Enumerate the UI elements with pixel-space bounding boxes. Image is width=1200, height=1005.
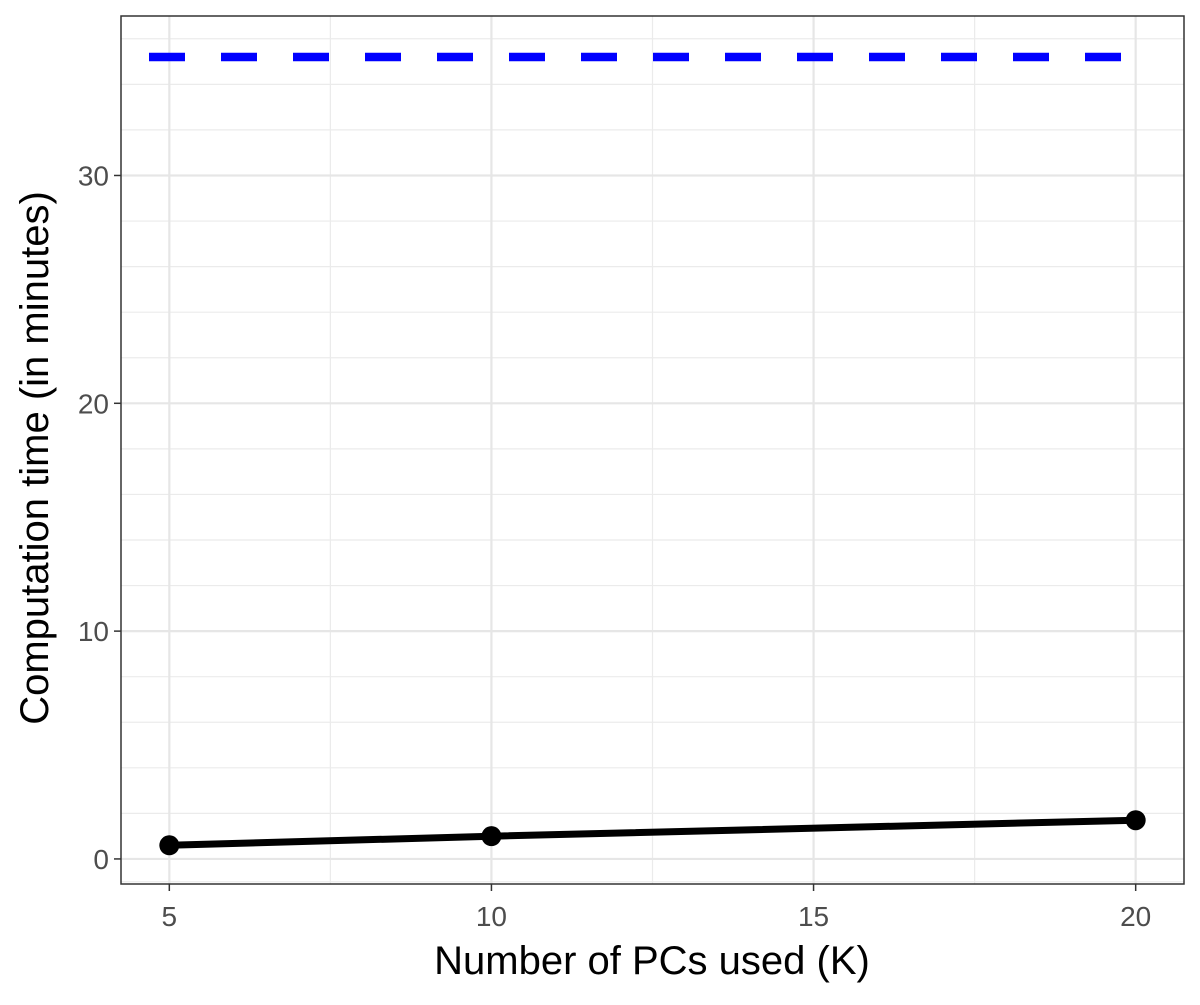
y-tick-label: 30 [78,160,109,191]
y-tick-label: 0 [93,844,109,875]
data-point [481,826,502,847]
x-axis-tick-labels: 5 10 15 20 [162,901,1152,932]
x-tick-label: 10 [476,901,507,932]
major-grid [121,16,1184,884]
plot-border [120,15,1185,885]
y-tick-label: 20 [78,388,109,419]
x-tick-label: 20 [1120,901,1151,932]
y-axis-title: Computation time (in minutes) [13,191,57,725]
y-axis-ticks [114,174,121,860]
x-tick-label: 15 [798,901,829,932]
minor-grid [121,16,1184,884]
y-tick-label: 10 [78,616,109,647]
x-axis-ticks [168,884,1137,891]
y-axis-tick-labels: 0 10 20 30 [78,160,109,874]
data-point [159,835,180,856]
x-tick-label: 5 [162,901,178,932]
data-point [1125,810,1146,831]
series-points [159,810,1146,856]
x-axis-title: Number of PCs used (K) [434,939,870,983]
